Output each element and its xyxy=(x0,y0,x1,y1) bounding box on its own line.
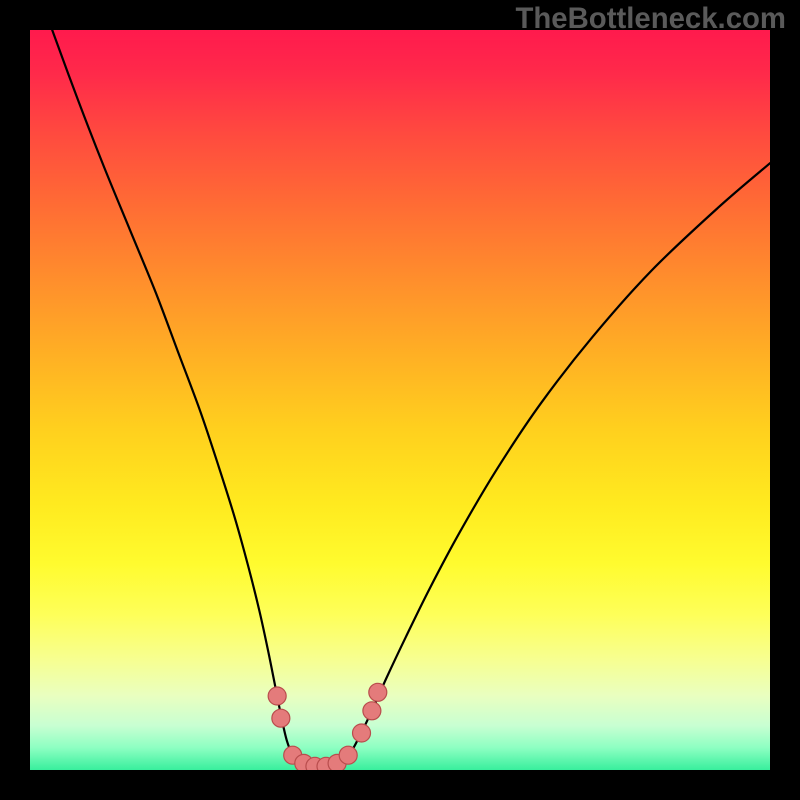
chart-frame: TheBottleneck.com xyxy=(0,0,800,800)
data-marker xyxy=(339,746,357,764)
data-marker xyxy=(363,702,381,720)
data-marker xyxy=(268,687,286,705)
data-marker xyxy=(272,709,290,727)
plot-gradient-background xyxy=(30,30,770,770)
data-marker xyxy=(353,724,371,742)
bottleneck-chart-svg xyxy=(0,0,800,800)
data-marker xyxy=(369,683,387,701)
watermark-text: TheBottleneck.com xyxy=(515,2,786,36)
